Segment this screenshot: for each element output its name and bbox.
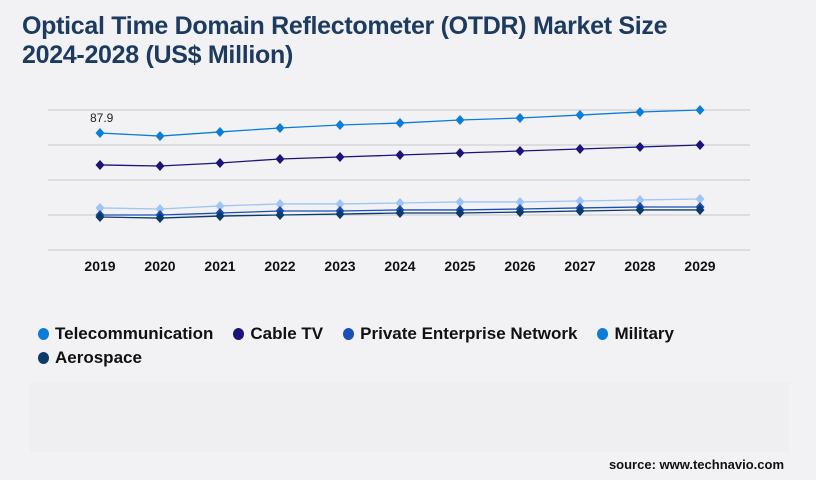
legend-marker-icon	[343, 328, 355, 340]
data-point	[575, 196, 585, 207]
data-point	[215, 157, 225, 168]
data-point	[155, 131, 165, 142]
data-point	[335, 209, 345, 220]
x-tick-label: 2023	[324, 258, 355, 274]
data-point	[275, 210, 285, 220]
data-point	[695, 194, 705, 205]
data-point	[455, 208, 465, 219]
data-point	[155, 204, 165, 215]
legend-label: Cable TV	[250, 324, 324, 343]
data-point	[395, 208, 405, 219]
data-point	[515, 145, 525, 156]
data-point	[575, 110, 585, 121]
legend-label: Private Enterprise Network	[360, 324, 578, 343]
data-point	[515, 196, 525, 207]
data-point	[215, 211, 225, 222]
legend-item: Military	[597, 322, 674, 346]
line-chart: 2019 2020 2021 2022 2023 2024 2025 2026 2027 2028…	[48, 105, 750, 274]
title-line-2: 2024-2028 (US$ Million)	[22, 41, 293, 69]
data-point	[95, 159, 105, 170]
legend-item: Aerospace	[38, 346, 142, 370]
x-tick-label: 2026	[504, 258, 535, 274]
legend-label: Military	[614, 324, 674, 343]
data-point	[95, 128, 105, 139]
legend-marker-icon	[38, 328, 49, 340]
x-tick-label: 2029	[684, 258, 715, 274]
data-point	[95, 202, 105, 213]
data-point	[455, 147, 465, 158]
x-tick-label: 2022	[264, 258, 295, 274]
data-point	[335, 151, 345, 162]
legend-item: Telecommunication	[38, 322, 213, 346]
legend-marker-icon	[597, 328, 609, 340]
data-point	[275, 198, 285, 209]
data-point	[635, 194, 645, 205]
data-point	[635, 204, 645, 215]
legend: Telecommunication Cable TV Private Enterpr…	[38, 322, 758, 370]
title-line-1: Optical Time Domain Reflectometer (OTDR)…	[22, 12, 668, 40]
x-tick-label: 2020	[144, 258, 175, 274]
data-point	[635, 106, 645, 117]
x-tick-label: 2027	[564, 258, 595, 274]
x-tick-label: 2024	[384, 258, 415, 274]
legend-marker-icon	[233, 328, 245, 340]
legend-item: Cable TV	[233, 322, 323, 346]
data-point	[455, 196, 465, 207]
chart-title: Optical Time Domain Reflectometer (OTDR)…	[22, 12, 668, 70]
data-point	[215, 126, 225, 137]
data-point	[95, 211, 105, 222]
background-panel	[30, 382, 790, 452]
data-point	[335, 198, 345, 209]
data-point	[155, 161, 165, 172]
data-point	[395, 149, 405, 160]
data-point	[215, 200, 225, 211]
legend-marker-icon	[38, 352, 49, 364]
data-point	[455, 114, 465, 125]
x-tick-label: 2028	[624, 258, 655, 274]
data-point	[335, 120, 345, 131]
data-point	[155, 213, 165, 224]
data-point	[575, 143, 585, 154]
data-point	[695, 105, 705, 115]
data-point	[275, 122, 285, 133]
data-point	[635, 141, 645, 152]
data-point	[695, 204, 705, 215]
data-point	[515, 112, 525, 123]
data-point	[575, 206, 585, 217]
data-point	[515, 207, 525, 218]
data-point	[695, 140, 705, 150]
x-tick-label: 2021	[204, 258, 235, 274]
data-label: 87.9	[90, 111, 114, 125]
x-tick-label: 2025	[444, 258, 475, 274]
legend-item: Private Enterprise Network	[343, 322, 577, 346]
data-point	[395, 118, 405, 129]
legend-label: Telecommunication	[55, 324, 214, 343]
source-text: source: www.technavio.com	[608, 457, 784, 472]
x-tick-label: 2019	[84, 258, 115, 274]
data-point	[395, 198, 405, 209]
data-point	[275, 153, 285, 164]
legend-label: Aerospace	[55, 348, 142, 367]
